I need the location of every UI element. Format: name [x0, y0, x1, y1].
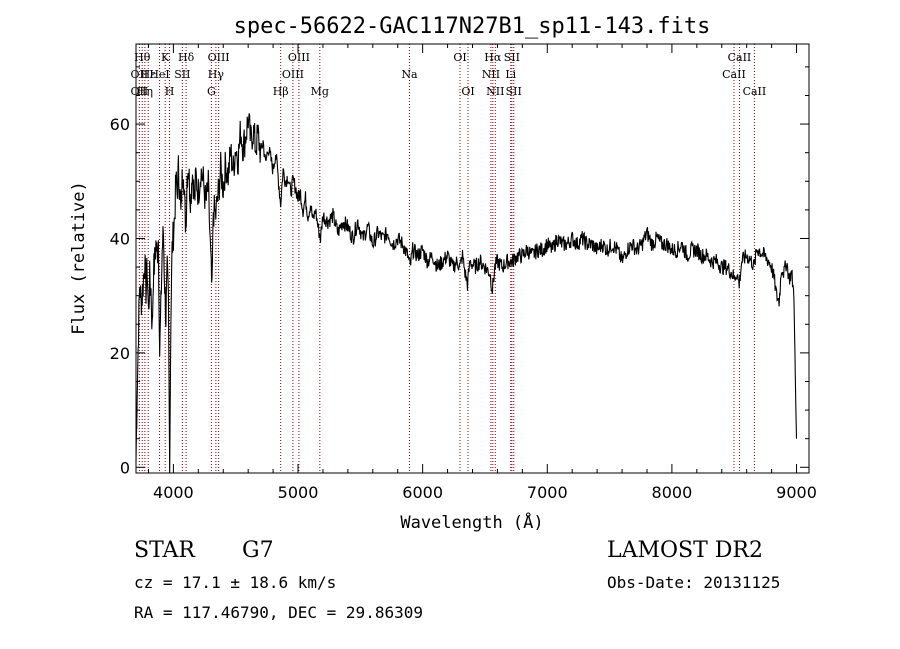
- axis-ticks: 4000 5000 6000 7000 8000 9000 0 20 40 60: [110, 44, 817, 502]
- emission-line-label: SII: [174, 68, 190, 81]
- emission-line-label: NII: [482, 68, 500, 81]
- emission-line-label: Hα: [484, 51, 502, 64]
- x-tick-label: 8000: [652, 483, 693, 502]
- emission-line-label: OII: [131, 68, 149, 81]
- emission-line-label: Li: [505, 68, 516, 81]
- x-tick-label: 7000: [527, 483, 568, 502]
- emission-line-label: Na: [401, 68, 418, 81]
- spectrum-layer: [135, 113, 798, 474]
- emission-line-label: Hδ: [178, 51, 195, 64]
- emission-line-label: G: [207, 85, 216, 98]
- y-tick-label: 60: [110, 115, 130, 134]
- survey-name: LAMOST DR2: [607, 538, 763, 563]
- emission-line-label: Mg: [311, 85, 329, 98]
- object-class: STAR: [134, 538, 195, 563]
- y-tick-label: 40: [110, 229, 130, 248]
- observation-date: Obs-Date: 20131125: [607, 573, 781, 592]
- x-tick-label: 6000: [402, 483, 443, 502]
- emission-line-label: CaII: [728, 51, 752, 64]
- chart-title: spec-56622-GAC117N27B1_sp11-143.fits: [234, 14, 711, 39]
- spectrum-line: [135, 113, 798, 474]
- emission-line-label: Hη: [137, 85, 153, 98]
- coordinates: RA = 117.46790, DEC = 29.86309: [134, 603, 423, 622]
- emission-line-label: K: [161, 51, 170, 64]
- emission-line-label: Hβ: [273, 85, 289, 98]
- y-tick-label: 0: [120, 458, 130, 477]
- x-tick-label: 5000: [278, 483, 319, 502]
- y-tick-label: 20: [110, 344, 130, 363]
- emission-line-label: OII: [131, 85, 149, 98]
- object-subclass: G7: [242, 538, 274, 563]
- emission-line-label: Hε: [141, 68, 157, 81]
- emission-line-label: OI: [453, 51, 466, 64]
- emission-line-label: CaII: [743, 85, 767, 98]
- emission-line-label: HeI: [149, 68, 169, 81]
- emission-line-label: OIII: [288, 51, 310, 64]
- emission-line-label: Hθ: [134, 51, 151, 64]
- y-axis-label: Flux (relative): [69, 181, 89, 335]
- emission-line-label: OIII: [282, 68, 304, 81]
- x-axis-label: Wavelength (Å): [400, 511, 543, 533]
- emission-line-label: CaII: [722, 68, 746, 81]
- emission-line-label: Hγ: [208, 68, 225, 81]
- redshift-velocity: cz = 17.1 ± 18.6 km/s: [134, 573, 337, 592]
- emission-line-label: SII: [504, 51, 520, 64]
- emission-line-label: OI: [461, 85, 474, 98]
- x-tick-label: 9000: [776, 483, 817, 502]
- emission-line-label: SII: [506, 85, 522, 98]
- emission-line-label: NII: [486, 85, 504, 98]
- emission-line-label: H: [165, 85, 175, 98]
- x-tick-label: 4000: [153, 483, 194, 502]
- emission-line-label: OIII: [208, 51, 230, 64]
